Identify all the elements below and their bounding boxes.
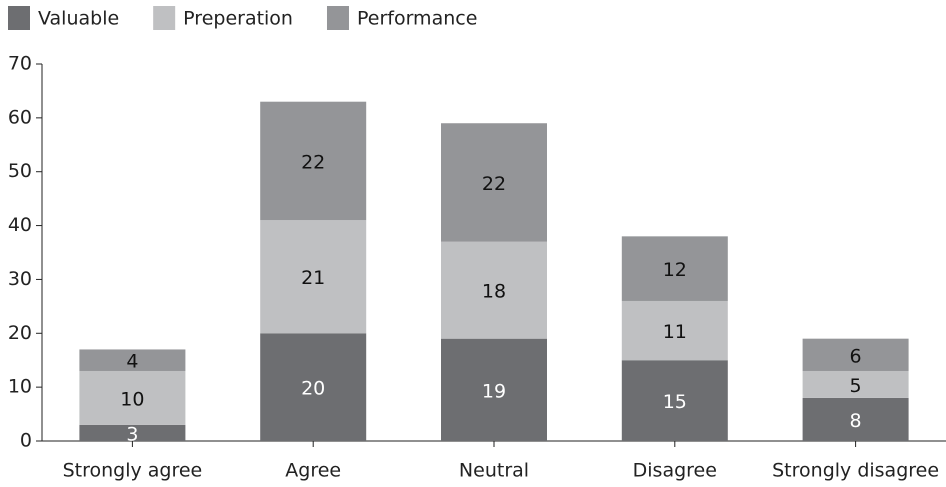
legend-swatch (326, 6, 349, 30)
data-label: 10 (120, 388, 144, 410)
data-label: 6 (850, 345, 862, 367)
bar-segment (802, 338, 909, 371)
y-tick-label: 20 (8, 322, 32, 344)
data-label: 22 (301, 151, 325, 173)
x-tick-label: Agree (285, 460, 341, 482)
bar-segment (79, 424, 186, 441)
bar-segment (79, 370, 186, 425)
data-label: 22 (482, 173, 506, 195)
legend-label: Performance (357, 8, 477, 30)
bar-segment (802, 370, 909, 398)
bar-segment (260, 101, 367, 221)
data-label: 5 (850, 375, 862, 397)
y-tick-label: 10 (8, 376, 32, 398)
y-tick-label: 40 (8, 214, 32, 236)
legend-swatch (8, 6, 30, 30)
data-label: 4 (126, 351, 138, 373)
data-label: 19 (482, 380, 506, 402)
legend-label: Preperation (183, 8, 293, 30)
bar-segment (441, 123, 547, 242)
y-tick-label: 70 (8, 53, 32, 75)
bar-segment (441, 241, 547, 339)
y-tick-label: 50 (8, 160, 32, 182)
x-tick-label: Disagree (633, 460, 717, 482)
data-label: 3 (126, 423, 138, 445)
y-tick-label: 60 (8, 106, 32, 128)
legend-swatch (153, 6, 176, 30)
data-label: 18 (482, 281, 506, 303)
y-tick-label: 0 (20, 430, 32, 452)
data-label: 15 (663, 391, 687, 413)
x-tick-label: Strongly disagree (772, 460, 939, 482)
data-label: 11 (663, 321, 687, 343)
bar-segment (441, 338, 547, 441)
data-label: 12 (663, 259, 687, 281)
bar-segment (621, 236, 728, 301)
x-tick-label: Neutral (459, 460, 529, 482)
bar-segment (621, 360, 728, 441)
bar-segment (621, 300, 728, 361)
bar-segment (79, 349, 186, 371)
y-tick-label: 30 (8, 268, 32, 290)
data-label: 21 (301, 267, 325, 289)
data-label: 8 (850, 410, 862, 432)
bar-segment (260, 220, 367, 334)
bar-segment (802, 397, 909, 441)
bar-segment (260, 333, 367, 441)
x-tick-label: Strongly agree (63, 460, 203, 482)
legend-label: Valuable (38, 8, 119, 30)
data-label: 20 (301, 378, 325, 400)
